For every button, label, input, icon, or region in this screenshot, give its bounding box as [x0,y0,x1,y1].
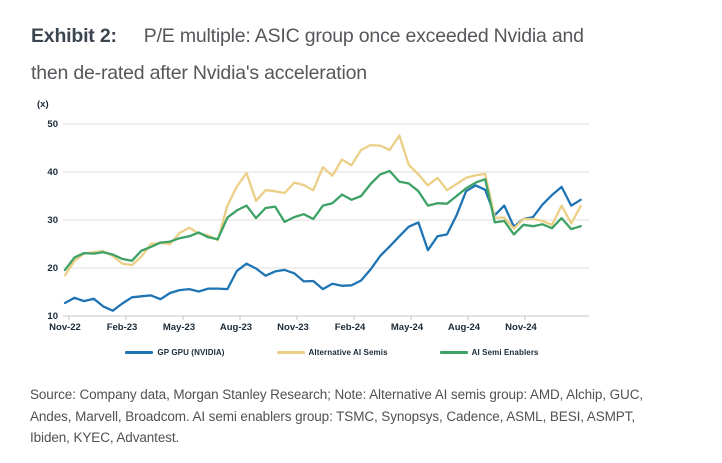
x-axis-tick-label: Aug-23 [220,322,252,333]
chart-legend: GP GPU (NVIDIA) Alternative AI Semis AI … [72,345,592,359]
legend-item-gpgpu-nvidia: GP GPU (NVIDIA) [125,348,224,357]
series-line-ai-semi-enablers [63,169,582,272]
source-line: Ibiden, KYEC, Advantest. [30,430,180,445]
x-axis-tick-label: Nov-23 [277,322,309,333]
y-axis-tick-label: 30 [47,215,58,226]
y-axis-tick-label: 40 [47,167,58,178]
y-axis-tick-label: 20 [47,263,58,274]
x-axis-tick-label: May-23 [163,322,195,333]
x-axis-tick-label: Feb-23 [107,322,138,333]
legend-item-ai-semi-enablers: AI Semi Enablers [439,347,539,357]
x-axis-tick-label: Nov-22 [49,322,81,333]
y-axis-tick-label: 50 [47,119,58,130]
legend-swatch-yellow-line [276,350,305,354]
legend-swatch-blue-line [125,350,154,354]
source-line: Andes, Marvell, Broadcom. AI semi enable… [30,408,635,424]
exhibit-title-line1: Exhibit 2: P/E multiple: ASIC group once … [31,18,703,55]
source-line: Source: Company data, Morgan Stanley Res… [30,387,643,402]
exhibit-title-text2: then de-rated after Nvidia's acceleratio… [31,62,367,84]
legend-label: GP GPU (NVIDIA) [157,347,225,357]
y-axis-unit-label: (x) [37,99,49,110]
x-axis-tick-label: Nov-24 [505,322,537,333]
exhibit-title: Exhibit 2: P/E multiple: ASIC group once … [31,18,703,92]
exhibit-label: Exhibit 2: [31,25,117,47]
y-axis-tick-label: 10 [47,311,58,322]
x-axis-tick-label: Aug-24 [448,322,481,333]
exhibit-title-text1: P/E multiple: ASIC group once exceeded N… [143,25,584,47]
x-axis-tick-label: Feb-24 [335,322,366,333]
pe-multiple-line-chart: 10 20 30 40 50 (x) Nov-22 Feb-23 May-23 Aug-23 Nov… [37,99,589,333]
legend-label: Alternative AI Semis [308,347,388,357]
x-axis-tick-label: May-24 [391,322,424,333]
legend-label: AI Semi Enablers [471,347,539,357]
legend-item-alternative-ai-semis: Alternative AI Semis [276,347,388,357]
source-note: Source: Company data, Morgan Stanley Res… [30,384,722,449]
series-line-gp-gpu-nvidia- [63,184,582,312]
legend-swatch-green-line [439,350,468,354]
